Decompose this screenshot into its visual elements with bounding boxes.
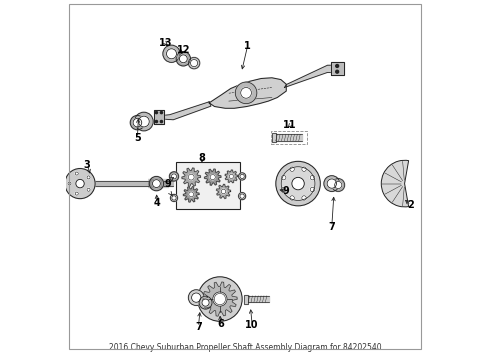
Circle shape bbox=[302, 196, 306, 200]
Text: 4: 4 bbox=[154, 198, 161, 208]
Polygon shape bbox=[163, 102, 211, 120]
Circle shape bbox=[336, 64, 339, 67]
Circle shape bbox=[167, 49, 176, 59]
Polygon shape bbox=[182, 168, 200, 186]
Circle shape bbox=[160, 112, 163, 114]
Circle shape bbox=[332, 179, 344, 192]
Circle shape bbox=[290, 167, 294, 171]
Bar bbox=[245, 294, 248, 303]
Circle shape bbox=[192, 293, 201, 302]
Circle shape bbox=[130, 116, 145, 130]
Polygon shape bbox=[285, 65, 333, 87]
Polygon shape bbox=[331, 62, 343, 75]
Text: 13: 13 bbox=[159, 38, 172, 48]
Polygon shape bbox=[203, 282, 237, 316]
Circle shape bbox=[281, 187, 286, 192]
Circle shape bbox=[188, 57, 200, 69]
Circle shape bbox=[152, 180, 160, 188]
Circle shape bbox=[139, 116, 149, 127]
Circle shape bbox=[172, 174, 176, 179]
Circle shape bbox=[197, 277, 242, 321]
Circle shape bbox=[335, 181, 342, 189]
Circle shape bbox=[281, 167, 315, 201]
Circle shape bbox=[68, 182, 71, 185]
Circle shape bbox=[191, 59, 197, 67]
Circle shape bbox=[229, 174, 233, 179]
Text: 10: 10 bbox=[245, 320, 259, 330]
Circle shape bbox=[199, 296, 212, 309]
Circle shape bbox=[240, 174, 245, 179]
Text: 9: 9 bbox=[283, 186, 290, 197]
Text: 11: 11 bbox=[283, 121, 296, 130]
Text: 8: 8 bbox=[198, 153, 205, 163]
Circle shape bbox=[240, 194, 245, 198]
Wedge shape bbox=[381, 160, 409, 207]
Circle shape bbox=[210, 175, 215, 180]
Circle shape bbox=[135, 112, 153, 131]
Circle shape bbox=[221, 189, 226, 194]
Text: 6: 6 bbox=[217, 319, 224, 329]
Circle shape bbox=[87, 188, 90, 191]
Circle shape bbox=[155, 121, 157, 123]
Polygon shape bbox=[153, 111, 164, 124]
Circle shape bbox=[149, 176, 164, 191]
Circle shape bbox=[189, 192, 194, 197]
Circle shape bbox=[281, 175, 286, 180]
Text: 7: 7 bbox=[328, 222, 335, 231]
Circle shape bbox=[65, 168, 95, 199]
Polygon shape bbox=[204, 169, 221, 185]
Circle shape bbox=[336, 70, 339, 73]
Text: 1: 1 bbox=[244, 41, 251, 51]
Text: 9: 9 bbox=[165, 179, 172, 189]
Text: 5: 5 bbox=[134, 133, 141, 143]
Circle shape bbox=[239, 173, 245, 180]
Circle shape bbox=[324, 176, 340, 192]
Circle shape bbox=[155, 112, 157, 114]
Circle shape bbox=[170, 172, 179, 181]
Circle shape bbox=[276, 161, 320, 206]
Circle shape bbox=[171, 194, 177, 202]
Circle shape bbox=[327, 179, 337, 188]
Circle shape bbox=[75, 172, 78, 175]
Circle shape bbox=[310, 187, 315, 192]
Circle shape bbox=[75, 192, 78, 195]
Bar bbox=[272, 133, 276, 142]
Text: 2016 Chevy Suburban Propeller Shaft Assembly Diagram for 84202540: 2016 Chevy Suburban Propeller Shaft Asse… bbox=[109, 343, 381, 352]
Polygon shape bbox=[217, 184, 231, 198]
Text: 2: 2 bbox=[408, 200, 415, 210]
Circle shape bbox=[179, 55, 187, 63]
Circle shape bbox=[292, 177, 304, 190]
Circle shape bbox=[241, 87, 251, 98]
Text: 3: 3 bbox=[84, 159, 91, 170]
Circle shape bbox=[239, 193, 245, 200]
Polygon shape bbox=[225, 170, 238, 183]
Circle shape bbox=[172, 196, 176, 200]
Circle shape bbox=[235, 82, 257, 104]
Circle shape bbox=[213, 292, 227, 306]
Circle shape bbox=[76, 179, 84, 188]
Bar bbox=[176, 162, 240, 210]
Circle shape bbox=[160, 121, 163, 123]
Circle shape bbox=[214, 293, 225, 305]
Polygon shape bbox=[183, 186, 199, 202]
Circle shape bbox=[310, 175, 315, 180]
Text: 12: 12 bbox=[176, 45, 190, 55]
Text: 7: 7 bbox=[195, 322, 202, 332]
Circle shape bbox=[302, 167, 306, 171]
Bar bbox=[272, 133, 276, 142]
Circle shape bbox=[163, 45, 180, 62]
Bar bbox=[271, 131, 307, 144]
Polygon shape bbox=[209, 78, 286, 108]
Circle shape bbox=[188, 290, 204, 306]
Circle shape bbox=[188, 174, 194, 180]
Bar bbox=[245, 294, 248, 303]
Circle shape bbox=[176, 51, 191, 66]
Circle shape bbox=[202, 299, 209, 306]
Circle shape bbox=[133, 118, 142, 127]
Circle shape bbox=[87, 176, 90, 179]
Circle shape bbox=[290, 196, 294, 200]
